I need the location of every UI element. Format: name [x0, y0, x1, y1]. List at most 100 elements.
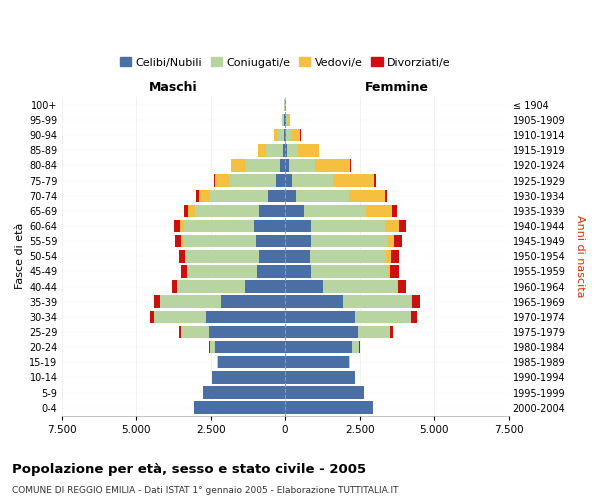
Bar: [298, 144, 319, 156]
Bar: [281, 114, 282, 126]
Bar: [183, 235, 256, 248]
Y-axis label: Anni di nascita: Anni di nascita: [575, 215, 585, 298]
Bar: [304, 204, 365, 217]
Bar: [374, 174, 376, 187]
Bar: [277, 129, 284, 141]
Y-axis label: Fasce di età: Fasce di età: [15, 223, 25, 290]
Bar: [412, 310, 417, 323]
Text: COMUNE DI REGGIO EMILIA - Dati ISTAT 1° gennaio 2005 - Elaborazione TUTTITALIA.I: COMUNE DI REGGIO EMILIA - Dati ISTAT 1° …: [12, 486, 398, 495]
Bar: [214, 174, 215, 187]
Bar: [284, 129, 285, 141]
Bar: [196, 190, 199, 202]
Bar: [210, 341, 215, 353]
Bar: [203, 386, 285, 398]
Bar: [352, 341, 359, 353]
Bar: [280, 160, 285, 172]
Bar: [195, 204, 259, 217]
Bar: [209, 326, 285, 338]
Bar: [385, 190, 388, 202]
Bar: [286, 129, 290, 141]
Bar: [310, 250, 386, 262]
Bar: [180, 220, 184, 232]
Bar: [154, 296, 160, 308]
Bar: [296, 190, 349, 202]
Bar: [179, 250, 185, 262]
Bar: [285, 220, 311, 232]
Bar: [285, 386, 364, 398]
Bar: [343, 296, 411, 308]
Bar: [206, 310, 285, 323]
Bar: [181, 235, 183, 248]
Bar: [231, 160, 245, 172]
Bar: [285, 341, 352, 353]
Text: Femmine: Femmine: [365, 82, 429, 94]
Text: Popolazione per età, sesso e stato civile - 2005: Popolazione per età, sesso e stato civil…: [12, 462, 366, 475]
Bar: [365, 204, 392, 217]
Bar: [188, 204, 195, 217]
Bar: [411, 296, 412, 308]
Bar: [285, 160, 289, 172]
Bar: [349, 190, 385, 202]
Bar: [349, 356, 350, 368]
Bar: [186, 250, 259, 262]
Bar: [386, 250, 391, 262]
Bar: [285, 144, 287, 156]
Bar: [333, 174, 374, 187]
Bar: [215, 174, 229, 187]
Bar: [391, 250, 398, 262]
Bar: [275, 174, 285, 187]
Bar: [285, 204, 304, 217]
Bar: [311, 265, 388, 278]
Legend: Celibi/Nubili, Coniugati/e, Vedovi/e, Divorziati/e: Celibi/Nubili, Coniugati/e, Vedovi/e, Di…: [115, 52, 455, 72]
Bar: [178, 280, 245, 293]
Bar: [285, 326, 358, 338]
Bar: [245, 160, 280, 172]
Bar: [215, 341, 285, 353]
Text: Maschi: Maschi: [149, 82, 198, 94]
Bar: [258, 144, 266, 156]
Bar: [398, 280, 406, 293]
Bar: [311, 220, 385, 232]
Bar: [397, 280, 398, 293]
Bar: [388, 235, 394, 248]
Bar: [285, 235, 311, 248]
Bar: [284, 114, 285, 126]
Bar: [388, 265, 390, 278]
Bar: [199, 190, 210, 202]
Bar: [323, 280, 397, 293]
Bar: [194, 402, 285, 414]
Bar: [311, 235, 388, 248]
Bar: [212, 371, 285, 384]
Bar: [184, 220, 254, 232]
Bar: [179, 326, 181, 338]
Bar: [285, 129, 286, 141]
Bar: [229, 174, 275, 187]
Bar: [181, 326, 209, 338]
Bar: [285, 356, 349, 368]
Bar: [287, 144, 298, 156]
Bar: [290, 129, 301, 141]
Bar: [385, 220, 399, 232]
Bar: [154, 310, 206, 323]
Bar: [394, 235, 403, 248]
Bar: [181, 265, 187, 278]
Bar: [289, 160, 315, 172]
Bar: [268, 190, 285, 202]
Bar: [359, 341, 360, 353]
Bar: [210, 190, 268, 202]
Bar: [283, 144, 285, 156]
Bar: [259, 204, 285, 217]
Bar: [175, 235, 181, 248]
Bar: [287, 114, 290, 126]
Bar: [285, 371, 355, 384]
Bar: [315, 160, 350, 172]
Bar: [257, 265, 285, 278]
Bar: [245, 280, 285, 293]
Bar: [392, 204, 397, 217]
Bar: [160, 296, 221, 308]
Bar: [292, 174, 333, 187]
Bar: [355, 310, 411, 323]
Bar: [391, 326, 394, 338]
Bar: [221, 296, 285, 308]
Bar: [217, 356, 218, 368]
